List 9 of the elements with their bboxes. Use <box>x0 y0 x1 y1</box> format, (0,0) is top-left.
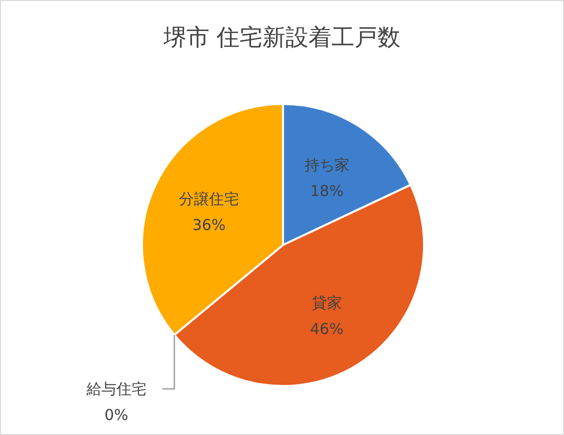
slice-label: 貸家 <box>312 294 342 312</box>
data-label: 36% <box>192 216 226 234</box>
text: 0% <box>104 406 128 424</box>
data-label: 18% <box>310 182 344 200</box>
slice-label: 持ち家 <box>304 156 350 174</box>
category-label: 給与住宅 <box>86 380 146 398</box>
slice-label: 分譲住宅 <box>179 190 240 208</box>
chart-title: 堺市 住宅新設着工戸数 <box>162 25 401 51</box>
data-label: 46% <box>310 320 344 338</box>
